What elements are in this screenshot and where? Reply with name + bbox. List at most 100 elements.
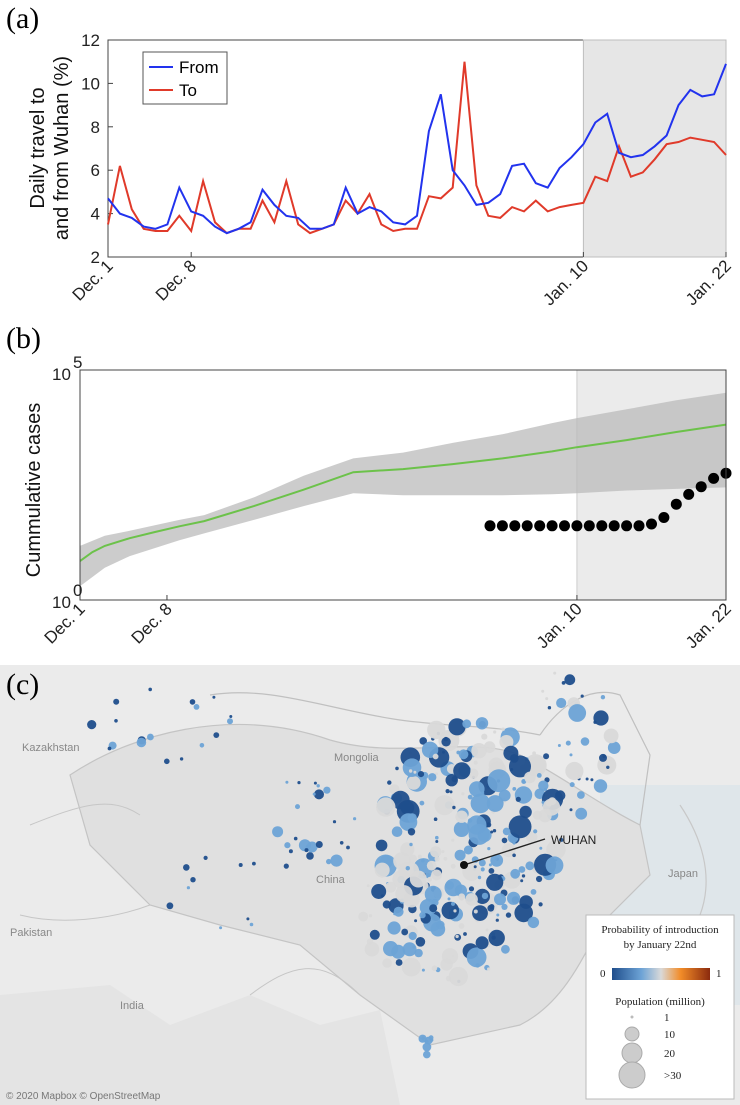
- city-dot: [447, 897, 451, 901]
- pop-size-1: [630, 1015, 634, 1019]
- city-dot: [458, 923, 465, 929]
- label-wuhan: WUHAN: [551, 833, 596, 847]
- city-dot: [545, 697, 549, 701]
- city-dot: [330, 854, 343, 867]
- chart-a-legend: From To: [142, 51, 228, 105]
- chart-a-ytick-label: 8: [91, 118, 100, 137]
- label-india: India: [120, 1000, 145, 1012]
- city-dot: [433, 817, 438, 821]
- city-dot: [429, 904, 438, 913]
- city-dot: [521, 874, 526, 878]
- city-dot: [366, 884, 370, 888]
- city-dot: [408, 854, 417, 863]
- city-dot: [193, 704, 200, 710]
- city-dot: [432, 753, 439, 760]
- legend-to-label: To: [179, 81, 197, 100]
- city-dot: [518, 866, 526, 873]
- city-dot: [368, 914, 373, 918]
- city-dot: [435, 840, 439, 843]
- city-dot: [473, 865, 477, 869]
- city-dot: [284, 842, 291, 849]
- observed-case-point: [633, 520, 645, 532]
- city-dot: [461, 792, 465, 796]
- observed-case-point: [509, 520, 521, 532]
- city-dot: [374, 862, 390, 878]
- city-dot: [561, 681, 566, 685]
- city-dot: [283, 863, 289, 869]
- label-pakistan: Pakistan: [10, 927, 52, 939]
- city-dot: [148, 687, 152, 692]
- pop-size-20: [621, 1042, 643, 1064]
- city-dot: [509, 755, 531, 778]
- city-dot: [455, 810, 468, 823]
- city-dot: [475, 717, 489, 730]
- city-dot: [426, 860, 437, 871]
- city-dot: [401, 928, 409, 936]
- chart-a-ylabel-line2: and from Wuhan (%): [51, 56, 73, 240]
- ytick-1e0-base: 10: [52, 593, 71, 612]
- city-dot: [428, 773, 437, 782]
- chart-a-ylabel: Daily travel to and from Wuhan (%): [27, 56, 73, 240]
- city-dot: [179, 757, 184, 761]
- city-dot: [443, 736, 449, 742]
- city-dot: [114, 719, 118, 723]
- city-dot: [512, 787, 517, 791]
- border-west: [19, 803, 361, 996]
- city-dot: [421, 859, 425, 863]
- city-dot: [387, 780, 392, 785]
- city-dot: [468, 886, 475, 892]
- city-dot: [530, 889, 537, 895]
- city-dot: [526, 831, 538, 843]
- city-dot: [406, 776, 421, 790]
- city-dot: [407, 828, 416, 836]
- city-dot: [166, 902, 174, 910]
- label-japan: Japan: [668, 868, 698, 880]
- city-dot: [385, 881, 397, 893]
- city-dot: [421, 741, 439, 758]
- pop-size-10: [624, 1026, 640, 1042]
- city-dot: [465, 893, 478, 906]
- city-dot: [496, 913, 500, 917]
- map-legend-box: [585, 914, 735, 1100]
- observed-case-point: [521, 520, 533, 532]
- city-dot: [227, 718, 233, 725]
- city-dot: [229, 715, 233, 718]
- chart-b-ylabel: Cummulative cases: [23, 403, 45, 578]
- city-dot: [475, 963, 480, 968]
- city-dot: [565, 761, 584, 781]
- city-dot: [494, 857, 498, 861]
- city-dot: [419, 800, 425, 806]
- city-dot: [590, 778, 594, 782]
- observed-case-point: [621, 520, 633, 532]
- city-dot: [458, 893, 466, 901]
- city-dot: [565, 740, 571, 746]
- city-dot: [593, 710, 609, 726]
- observed-case-point: [646, 518, 657, 530]
- city-dot: [490, 854, 504, 867]
- chart-b-xtick-label: Jan. 10: [533, 599, 586, 652]
- city-dot: [449, 790, 453, 794]
- city-dot: [519, 895, 533, 909]
- city-dot: [506, 891, 521, 905]
- city-dot: [556, 697, 567, 709]
- observed-case-point: [534, 520, 546, 532]
- city-dot: [408, 931, 417, 941]
- city-dot: [219, 926, 223, 930]
- median-line: [79, 423, 727, 562]
- observed-case-point: [670, 498, 682, 510]
- city-dot: [441, 901, 460, 920]
- city-dot: [512, 853, 516, 858]
- city-dot: [430, 921, 446, 937]
- city-dot: [600, 695, 606, 700]
- chart-a-xtick-label: Jan. 10: [539, 256, 592, 309]
- china-landmass: [69, 723, 651, 1046]
- city-dot: [382, 958, 392, 968]
- city-dot: [199, 743, 205, 748]
- chart-a-shaded-region: [582, 39, 727, 258]
- city-dot: [488, 757, 504, 773]
- city-dot: [454, 849, 466, 861]
- observed-case-point: [546, 520, 558, 532]
- city-dot: [536, 773, 542, 778]
- city-dot: [490, 830, 494, 834]
- city-dot: [577, 791, 585, 799]
